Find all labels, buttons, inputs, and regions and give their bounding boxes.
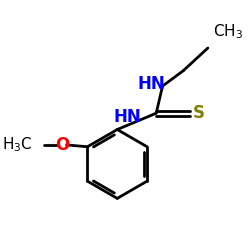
- Text: CH$_3$: CH$_3$: [213, 22, 244, 41]
- Text: HN: HN: [114, 108, 141, 126]
- Text: S: S: [193, 104, 205, 122]
- Text: O: O: [55, 136, 69, 154]
- Text: HN: HN: [138, 75, 166, 93]
- Text: H$_3$C: H$_3$C: [2, 136, 33, 154]
